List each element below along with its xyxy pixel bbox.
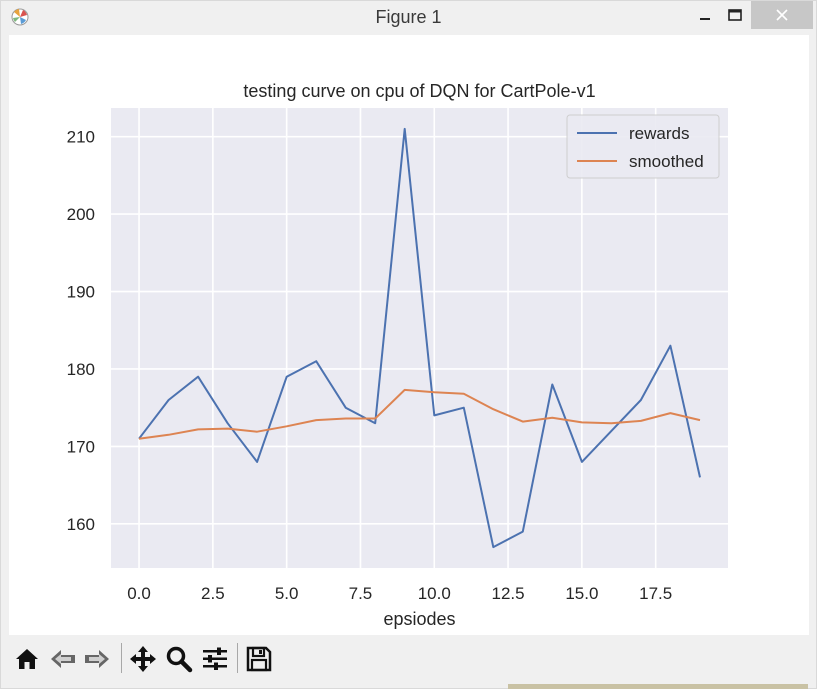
x-tick-label: 5.0	[275, 584, 299, 603]
legend-label: rewards	[629, 124, 689, 143]
x-tick-labels: 0.0 2.5 5.0 7.5 10.0 12.5 15.0 17.5	[127, 584, 672, 603]
x-tick-label: 10.0	[418, 584, 451, 603]
figure-canvas[interactable]: 0.0 2.5 5.0 7.5 10.0 12.5 15.0 17.5 160 170 180 19…	[9, 35, 809, 635]
minimize-button[interactable]	[683, 1, 727, 29]
y-tick-label: 180	[67, 360, 95, 379]
zoom-button[interactable]	[163, 643, 195, 675]
x-tick-label: 12.5	[492, 584, 525, 603]
chart-title: testing curve on cpu of DQN for CartPole…	[243, 81, 595, 101]
line-chart: 0.0 2.5 5.0 7.5 10.0 12.5 15.0 17.5 160 170 180 19…	[67, 81, 728, 629]
y-tick-label: 210	[67, 128, 95, 147]
axes-background	[111, 108, 728, 568]
y-tick-label: 200	[67, 205, 95, 224]
legend: rewards smoothed	[566, 114, 720, 179]
save-button[interactable]	[243, 643, 275, 675]
toolbar-separator	[237, 643, 238, 673]
save-icon	[246, 646, 272, 672]
configure-subplots-icon	[203, 647, 227, 670]
x-gridlines	[138, 108, 657, 568]
toolbar-separator	[121, 643, 122, 673]
series-line-smoothed	[138, 388, 701, 440]
y-tick-label: 170	[67, 437, 95, 456]
y-tick-label: 190	[67, 283, 95, 302]
pan-button[interactable]	[127, 643, 159, 675]
pan-icon	[130, 646, 156, 672]
navigation-toolbar	[9, 635, 809, 685]
series-lines	[138, 127, 701, 549]
forward-button[interactable]	[81, 643, 113, 675]
legend-label: smoothed	[629, 152, 704, 171]
y-tick-label: 160	[67, 515, 95, 534]
window-title: Figure 1	[375, 7, 442, 27]
x-axis-label: epsiodes	[383, 609, 455, 629]
back-icon	[51, 650, 75, 668]
close-button[interactable]	[751, 1, 813, 29]
desktop-background-strip	[508, 684, 808, 689]
home-icon	[16, 649, 38, 669]
x-tick-label: 0.0	[127, 584, 151, 603]
x-tick-label: 15.0	[565, 584, 598, 603]
x-tick-label: 17.5	[639, 584, 672, 603]
configure-subplots-button[interactable]	[199, 643, 231, 675]
zoom-icon	[166, 646, 193, 673]
title-bar[interactable]: Figure 1	[1, 1, 816, 33]
back-button[interactable]	[47, 643, 79, 675]
forward-icon	[85, 650, 109, 668]
x-tick-label: 7.5	[349, 584, 373, 603]
home-button[interactable]	[11, 643, 43, 675]
y-gridlines	[111, 135, 728, 525]
matplotlib-app-icon[interactable]	[10, 7, 30, 27]
x-tick-label: 2.5	[201, 584, 225, 603]
y-tick-labels: 160 170 180 190 200 210	[67, 128, 95, 534]
maximize-button[interactable]	[713, 1, 757, 29]
